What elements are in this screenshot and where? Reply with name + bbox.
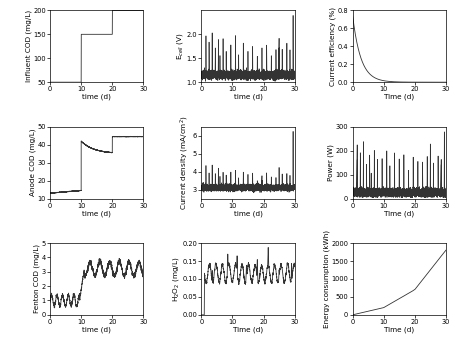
X-axis label: time (d): time (d) xyxy=(82,326,111,333)
X-axis label: time (d): time (d) xyxy=(82,210,111,217)
Y-axis label: Anode COD (mg/L): Anode COD (mg/L) xyxy=(30,129,36,197)
Y-axis label: Current efficiency (%): Current efficiency (%) xyxy=(330,7,336,86)
Y-axis label: Energy consumption (kWh): Energy consumption (kWh) xyxy=(324,230,330,328)
X-axis label: time (d): time (d) xyxy=(233,210,263,217)
X-axis label: Time (d): Time (d) xyxy=(384,94,415,100)
X-axis label: Time (d): Time (d) xyxy=(233,326,263,333)
Y-axis label: Influent COD (mg/L): Influent COD (mg/L) xyxy=(25,10,32,82)
Y-axis label: E$_{cell}$ (V): E$_{cell}$ (V) xyxy=(175,33,185,60)
X-axis label: time (d): time (d) xyxy=(82,94,111,100)
Y-axis label: H$_{2}$O$_{2}$ (mg/L): H$_{2}$O$_{2}$ (mg/L) xyxy=(171,256,181,302)
X-axis label: Time (d): Time (d) xyxy=(384,326,415,333)
X-axis label: Time (d): Time (d) xyxy=(384,210,415,217)
Y-axis label: Power (W): Power (W) xyxy=(328,144,334,181)
Y-axis label: Fenton COD (mg/L): Fenton COD (mg/L) xyxy=(34,245,40,313)
Y-axis label: Current density (mA/cm$^{2}$): Current density (mA/cm$^{2}$) xyxy=(179,115,192,210)
X-axis label: time (d): time (d) xyxy=(233,94,263,100)
